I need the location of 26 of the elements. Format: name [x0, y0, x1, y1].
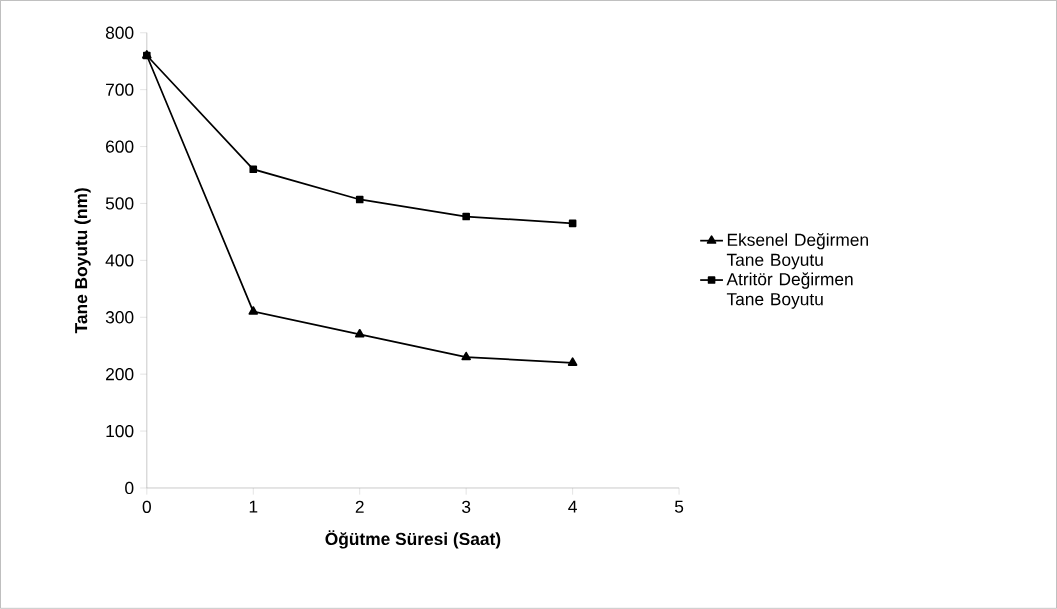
y-axis-title: Tane Boyutu (nm) [74, 188, 91, 334]
y-tick-label: 600 [106, 140, 134, 153]
legend-label: Eksenel Değirmen Tane Boyutu [726, 233, 868, 270]
y-tick-label: 0 [125, 481, 134, 495]
y-tick-label: 200 [106, 368, 134, 381]
x-tick-label: 2 [355, 500, 364, 513]
x-tick-label: 0 [142, 500, 151, 514]
point [249, 165, 258, 174]
x-tick-label: 3 [462, 500, 471, 514]
y-tick-label: 300 [105, 311, 134, 324]
point [462, 212, 470, 221]
legend-label: Atritör Değirmen Tane Boyutu [726, 272, 853, 309]
point [248, 306, 259, 315]
y-tick-label: 800 [105, 26, 134, 39]
point [354, 329, 365, 338]
point [567, 357, 578, 367]
x-tick-label: 1 [249, 500, 258, 513]
y-tick-label: 400 [105, 254, 134, 267]
point [461, 351, 471, 361]
y-tick-label: 700 [106, 83, 134, 96]
x-tick-label: 5 [674, 500, 684, 513]
x-tick-label: 4 [568, 500, 577, 513]
x-axis-title: Öğütme Süresi (Saat) [325, 530, 501, 549]
y-tick-label: 100 [106, 425, 134, 438]
y-tick-label: 500 [105, 197, 134, 210]
point [355, 195, 364, 204]
